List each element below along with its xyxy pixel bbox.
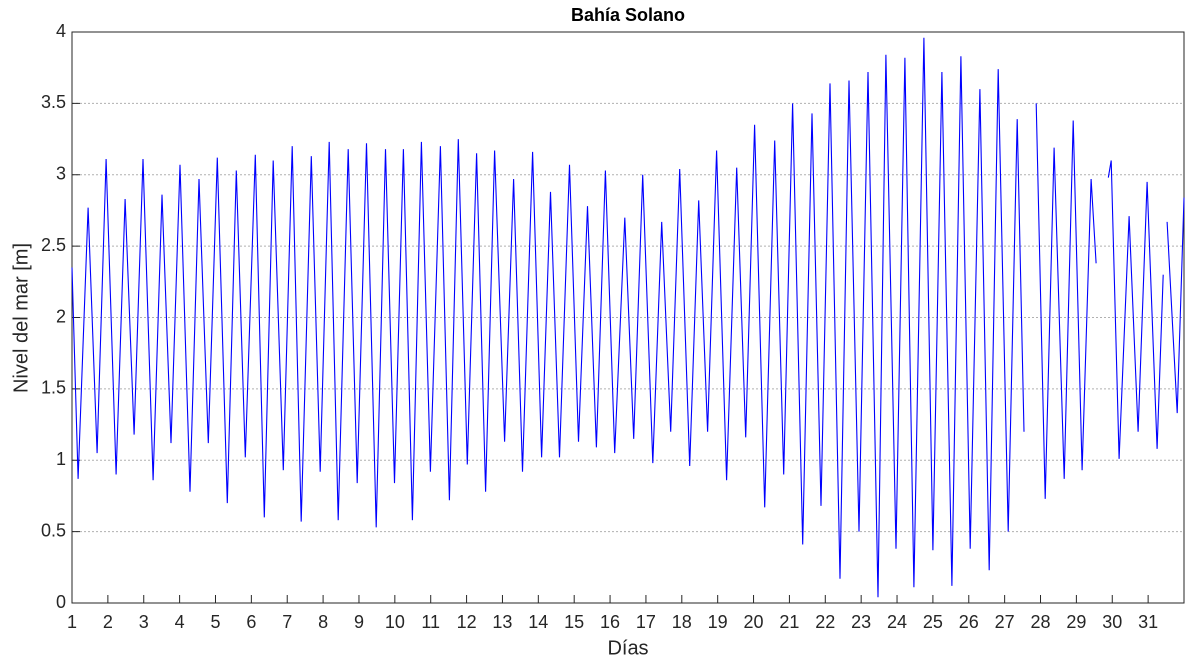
x-tick-label: 30 bbox=[1102, 612, 1122, 632]
x-tick-label: 29 bbox=[1066, 612, 1086, 632]
x-tick-label: 25 bbox=[923, 612, 943, 632]
x-tick-label: 19 bbox=[708, 612, 728, 632]
y-tick-label: 0 bbox=[56, 592, 66, 612]
x-tick-label: 3 bbox=[139, 612, 149, 632]
x-axis-label: Días bbox=[607, 637, 648, 659]
x-tick-label: 14 bbox=[528, 612, 548, 632]
x-tick-label: 7 bbox=[282, 612, 292, 632]
x-tick-label: 18 bbox=[672, 612, 692, 632]
y-tick-label: 2.5 bbox=[41, 235, 66, 255]
y-tick-label: 0.5 bbox=[41, 520, 66, 540]
x-tick-label: 28 bbox=[1031, 612, 1051, 632]
line bbox=[71, 37, 1185, 598]
x-tick-label: 16 bbox=[600, 612, 620, 632]
x-tick-label: 6 bbox=[246, 612, 256, 632]
y-tick-label: 3 bbox=[56, 164, 66, 184]
x-tick-label: 12 bbox=[457, 612, 477, 632]
x-tick-label: 17 bbox=[636, 612, 656, 632]
x-tick-label: 9 bbox=[354, 612, 364, 632]
x-tick-label: 22 bbox=[815, 612, 835, 632]
x-tick-label: 23 bbox=[851, 612, 871, 632]
x-tick-label: 11 bbox=[421, 612, 440, 632]
chart-title: Bahía Solano bbox=[571, 5, 685, 25]
x-tick-label: 2 bbox=[103, 612, 113, 632]
y-axis-label: Nivel del mar [m] bbox=[10, 243, 32, 393]
y-tick-label: 3.5 bbox=[41, 92, 66, 112]
y-tick-label: 1.5 bbox=[41, 378, 66, 398]
x-tick-label: 5 bbox=[210, 612, 220, 632]
x-tick-label: 13 bbox=[492, 612, 512, 632]
x-tick-label: 24 bbox=[887, 612, 907, 632]
plot-frame bbox=[71, 31, 1185, 604]
x-tick-label: 10 bbox=[385, 612, 405, 632]
x-tick-label: 15 bbox=[564, 612, 584, 632]
x-tick-label: 20 bbox=[744, 612, 764, 632]
x-tick-label: 8 bbox=[318, 612, 328, 632]
y-tick-label: 2 bbox=[56, 306, 66, 326]
x-tick-label: 27 bbox=[995, 612, 1015, 632]
x-tick-label: 26 bbox=[959, 612, 979, 632]
x-tick-label: 31 bbox=[1138, 612, 1158, 632]
x-tick-label: 21 bbox=[779, 612, 799, 632]
y-tick-label: 1 bbox=[56, 449, 66, 469]
x-tick-label: 1 bbox=[67, 612, 77, 632]
x-tick-label: 4 bbox=[175, 612, 185, 632]
y-tick-label: 4 bbox=[56, 21, 66, 41]
